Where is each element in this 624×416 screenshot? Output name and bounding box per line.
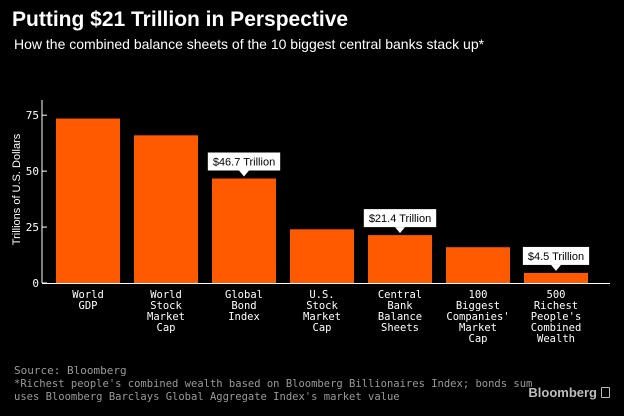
brand-name: Bloomberg	[528, 385, 597, 400]
callout-box	[522, 246, 590, 265]
callout-pointer	[395, 227, 405, 234]
x-category-label: World Stock Market Cap	[147, 289, 185, 334]
footnote: *Richest people's combined wealth based …	[14, 378, 532, 404]
callout-box	[207, 152, 281, 171]
callout-label: $46.7 Trillion	[213, 157, 275, 169]
category-labels: World GDP World Stock Market Cap Global Bond Ind…	[72, 289, 581, 345]
bar-4	[368, 235, 432, 283]
callout-pointer	[239, 170, 249, 177]
callout-label: $4.5 Trillion	[528, 251, 584, 263]
bars	[56, 118, 588, 283]
x-category-label: Central Bank Balance Sheets	[378, 289, 422, 334]
x-category-label: U.S. Stock Market Cap	[303, 289, 341, 334]
x-category-label: 500 Richest People's Combined Wealth	[531, 289, 582, 345]
callout-2: $46.7 Trillion	[207, 152, 281, 177]
bar-0	[56, 118, 120, 283]
callout-4: $21.4 Trillion	[363, 209, 437, 234]
callouts: $46.7 Trillion $21.4 Trillion $4.5 Trillio…	[207, 152, 590, 271]
y-tick-label: 25	[26, 221, 39, 234]
lock-icon	[601, 387, 610, 398]
x-category-label: 100 Biggest Companies' Market Cap	[446, 289, 509, 345]
bar-5	[446, 247, 510, 283]
chart-title: Putting $21 Trillion in Perspective	[12, 8, 349, 31]
callout-label: $21.4 Trillion	[369, 213, 431, 225]
callout-pointer	[551, 264, 561, 271]
y-tick-label: 50	[26, 165, 39, 178]
y-axis: Trillions of U.S. Dollars 0 25 50 75	[11, 100, 610, 290]
bar-chart: Trillions of U.S. Dollars 0 25 50 75 $46.7 T…	[11, 100, 610, 345]
footnote-line-2: uses Bloomberg Barclays Global Aggregate…	[14, 391, 400, 403]
bloomberg-logo: Bloomberg	[528, 385, 610, 400]
y-tick-label: 0	[32, 277, 39, 290]
bar-3	[290, 229, 354, 283]
source-note: Source: Bloomberg	[14, 364, 127, 377]
x-category-label: Global Bond Index	[225, 289, 263, 323]
callout-box	[363, 209, 437, 228]
chart-subtitle: How the combined balance sheets of the 1…	[14, 36, 485, 52]
y-axis-label: Trillions of U.S. Dollars	[11, 133, 23, 245]
bar-1	[134, 135, 198, 283]
footnote-line-1: *Richest people's combined wealth based …	[14, 378, 533, 390]
bar-6	[524, 272, 588, 283]
callout-6: $4.5 Trillion	[522, 246, 590, 271]
bar-2	[212, 178, 276, 283]
x-category-label: World GDP	[72, 289, 104, 312]
y-tick-label: 75	[26, 109, 39, 122]
